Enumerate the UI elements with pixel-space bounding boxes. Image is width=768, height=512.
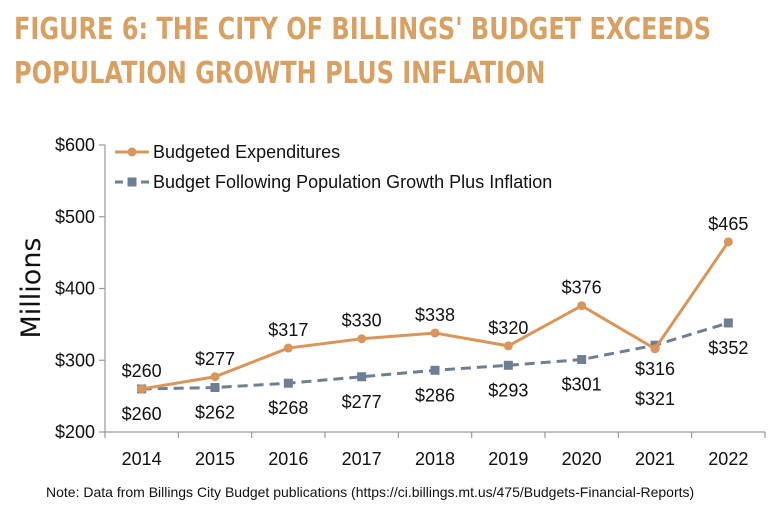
data-label: $286 [415, 385, 455, 405]
x-tick-label: 2017 [342, 449, 382, 469]
data-label: $277 [342, 392, 382, 412]
source-note: Note: Data from Billings City Budget pub… [46, 484, 694, 500]
data-label: $352 [708, 338, 748, 358]
x-tick-label: 2021 [635, 449, 675, 469]
y-tick-label: $400 [55, 279, 95, 299]
legend: Budgeted Expenditures Budget Following Po… [115, 142, 552, 192]
legend-marker-expenditures [128, 148, 137, 157]
data-point [431, 328, 440, 337]
data-point [284, 344, 293, 353]
x-tick-label: 2015 [195, 449, 235, 469]
data-point [357, 334, 366, 343]
legend-marker-population [128, 178, 137, 187]
data-point [137, 384, 146, 393]
y-tick-label: $200 [55, 422, 95, 442]
data-label: $465 [708, 214, 748, 234]
data-point [724, 318, 733, 327]
data-point [504, 341, 513, 350]
data-point [651, 344, 660, 353]
y-axis-label: Millions [16, 238, 47, 339]
data-point [211, 372, 220, 381]
data-label: $338 [415, 305, 455, 325]
data-label: $260 [122, 404, 162, 424]
data-label: $260 [122, 361, 162, 381]
data-label: $376 [562, 278, 602, 298]
x-tick-label: 2016 [268, 449, 308, 469]
data-labels: $260 $277 $317 $330 $338 $320 $376 $316 $465 $260… [122, 214, 749, 424]
data-label: $262 [195, 403, 235, 423]
data-label: $330 [342, 311, 382, 331]
data-point [284, 379, 293, 388]
data-point [357, 372, 366, 381]
data-point [577, 301, 586, 310]
y-tick-label: $300 [55, 350, 95, 370]
data-label: $316 [635, 359, 675, 379]
legend-label-population: Budget Following Population Growth Plus … [153, 172, 552, 192]
data-point [431, 366, 440, 375]
legend-label-expenditures: Budgeted Expenditures [153, 142, 340, 162]
data-label: $277 [195, 349, 235, 369]
data-label: $293 [488, 380, 528, 400]
x-tick-label: 2014 [122, 449, 162, 469]
x-tick-label: 2018 [415, 449, 455, 469]
data-point [724, 237, 733, 246]
data-point [504, 361, 513, 370]
x-tick-label: 2020 [562, 449, 602, 469]
data-point [211, 383, 220, 392]
data-label: $321 [635, 389, 675, 409]
x-tick-label: 2019 [488, 449, 528, 469]
x-tick-label: 2022 [708, 449, 748, 469]
data-label: $301 [562, 375, 602, 395]
line-chart: $200 $300 $400 $500 $600 2014 2015 2016 2017 2018… [0, 0, 768, 512]
data-label: $268 [268, 398, 308, 418]
data-label: $320 [488, 318, 528, 338]
data-point [577, 355, 586, 364]
y-tick-label: $600 [55, 135, 95, 155]
data-label: $317 [268, 320, 308, 340]
y-tick-label: $500 [55, 207, 95, 227]
